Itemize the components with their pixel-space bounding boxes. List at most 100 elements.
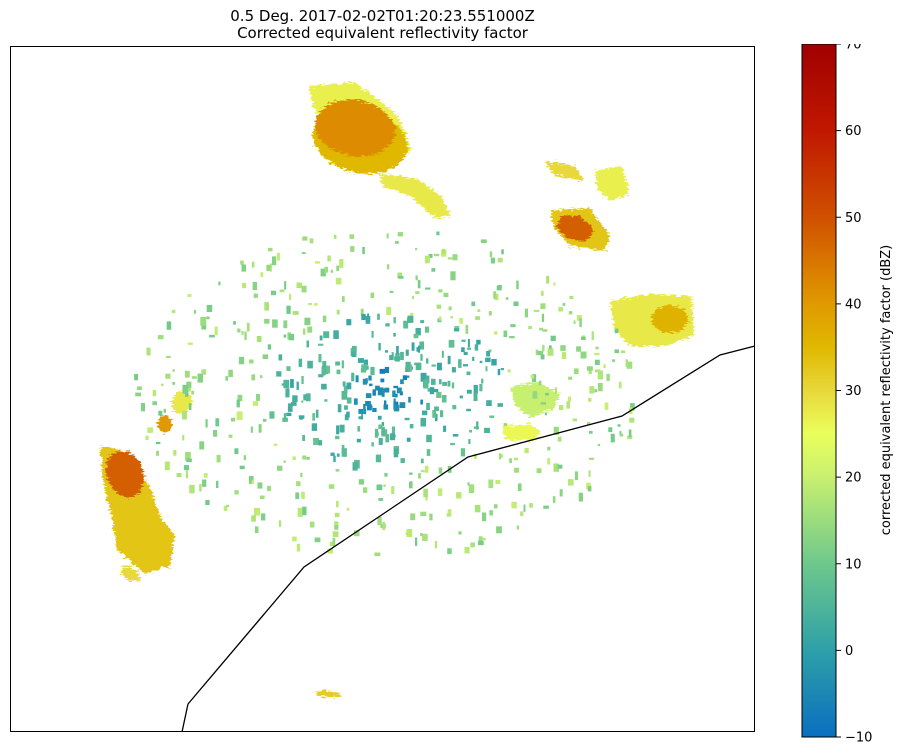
clutter-speck — [339, 259, 344, 268]
clutter-speck — [209, 334, 215, 338]
clutter-speck — [486, 400, 492, 406]
clutter-speck — [303, 394, 306, 401]
clutter-speck — [494, 293, 499, 301]
clutter-speck — [382, 522, 386, 530]
clutter-speck — [228, 369, 233, 377]
clutter-speck — [205, 500, 210, 505]
clutter-speck — [356, 438, 361, 443]
clutter-speck — [367, 313, 370, 322]
clutter-speck — [301, 285, 307, 293]
clutter-speck — [535, 349, 539, 356]
clutter-speck — [146, 347, 151, 356]
clutter-speck — [473, 384, 478, 394]
clutter-speck — [307, 360, 313, 369]
clutter-speck — [158, 410, 163, 416]
clutter-speck — [466, 408, 471, 412]
clutter-speck — [432, 410, 437, 418]
clutter-speck — [465, 324, 469, 334]
clutter-speck — [433, 253, 440, 257]
clutter-speck — [494, 331, 498, 335]
clutter-speck — [351, 351, 357, 357]
clutter-speck — [223, 505, 228, 511]
clutter-speck — [397, 232, 403, 237]
clutter-speck — [205, 419, 208, 428]
clutter-speck — [377, 516, 382, 526]
clutter-speck — [333, 522, 339, 525]
clutter-speck — [326, 365, 331, 374]
clutter-speck — [383, 404, 389, 410]
clutter-speck — [301, 376, 304, 384]
clutter-speck — [452, 405, 457, 410]
clutter-speck — [334, 521, 339, 530]
clutter-speck — [308, 303, 312, 306]
chart-title-line-2: Corrected equivalent reflectivity factor — [237, 24, 528, 42]
clutter-speck — [574, 471, 578, 481]
clutter-speck — [372, 408, 377, 412]
clutter-speck — [386, 306, 392, 315]
clutter-speck — [415, 328, 421, 336]
clutter-speck — [344, 405, 348, 410]
coastline — [181, 345, 755, 732]
clutter-speck — [378, 342, 381, 351]
clutter-speck — [323, 331, 330, 339]
clutter-speck — [466, 371, 471, 376]
clutter-speck — [301, 252, 306, 254]
clutter-speck — [377, 387, 384, 396]
clutter-speck — [333, 455, 336, 463]
clutter-speck — [417, 345, 421, 353]
clutter-speck — [305, 393, 311, 402]
clutter-speck — [213, 430, 218, 437]
clutter-speck — [355, 375, 359, 383]
clutter-speck — [374, 428, 379, 438]
clutter-speck — [186, 458, 192, 463]
clutter-speck — [278, 354, 283, 361]
clutter-speck — [513, 301, 519, 306]
echo-south-small — [315, 690, 341, 698]
clutter-speck — [542, 344, 545, 352]
clutter-speck — [259, 495, 265, 499]
clutter-speck — [218, 281, 221, 286]
clutter-speck — [339, 424, 345, 433]
clutter-speck — [576, 315, 582, 321]
clutter-speck — [481, 378, 484, 384]
clutter-speck — [157, 335, 164, 340]
clutter-speck — [588, 397, 592, 402]
clutter-speck — [422, 410, 428, 416]
clutter-speck — [292, 395, 298, 402]
clutter-speck — [409, 364, 412, 372]
clutter-speck — [372, 389, 376, 396]
clutter-speck — [540, 303, 546, 310]
clutter-speck — [397, 272, 403, 279]
clutter-speck — [322, 315, 327, 323]
clutter-speck — [420, 399, 423, 405]
clutter-speck — [393, 404, 400, 412]
clutter-speck — [547, 458, 551, 465]
clutter-speck — [183, 465, 189, 471]
clutter-speck — [432, 388, 439, 393]
clutter-speck — [557, 436, 562, 442]
clutter-speck — [547, 348, 554, 356]
clutter-speck — [276, 253, 280, 261]
clutter-speck — [328, 484, 335, 489]
clutter-speck — [201, 369, 207, 375]
colorbar-tick-label: 60 — [845, 124, 862, 139]
clutter-speck — [516, 525, 520, 530]
clutter-speck — [380, 378, 385, 383]
clutter-speck — [429, 387, 435, 395]
clutter-speck — [377, 313, 380, 320]
clutter-speck — [540, 402, 546, 405]
clutter-speck — [295, 492, 300, 500]
clutter-speck — [182, 384, 188, 394]
clutter-speck — [378, 437, 383, 445]
echo-band-north-center — [380, 174, 450, 218]
clutter-speck — [507, 369, 511, 373]
clutter-speck — [539, 327, 544, 331]
map-frame — [10, 46, 755, 732]
clutter-speck — [431, 364, 436, 367]
clutter-speck — [591, 331, 594, 341]
clutter-speck — [392, 390, 396, 398]
clutter-speck — [351, 372, 355, 382]
clutter-speck — [420, 320, 425, 324]
clutter-speck — [516, 280, 519, 290]
echo-ne-cell-b — [595, 166, 630, 201]
